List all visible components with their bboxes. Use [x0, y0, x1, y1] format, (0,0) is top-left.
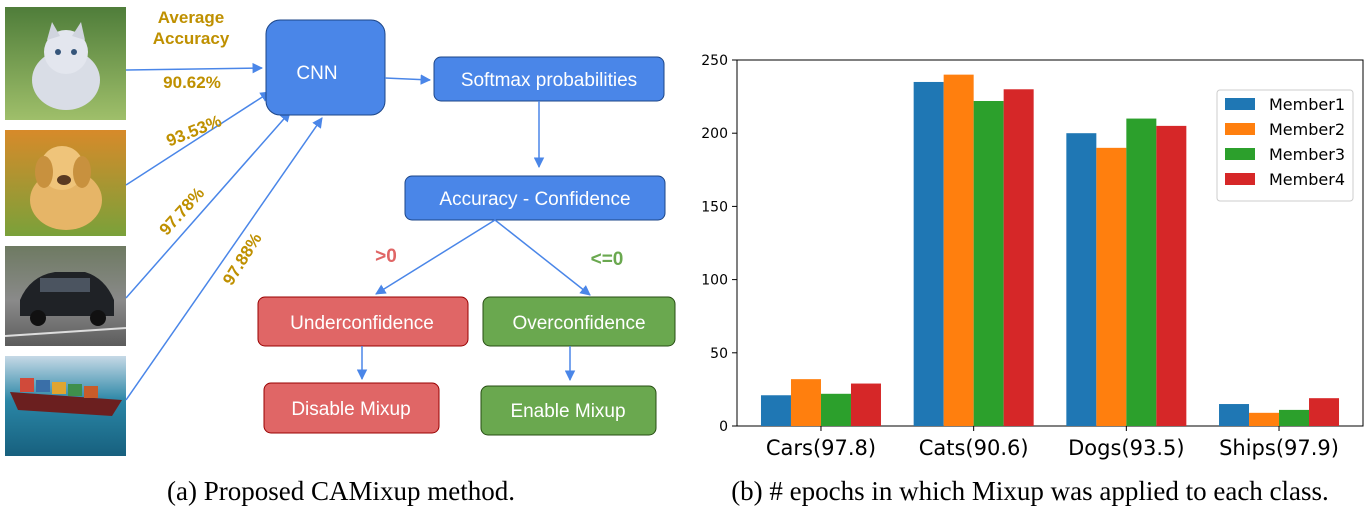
ship-image: [5, 356, 126, 456]
underconfidence-node: Underconfidence: [257, 296, 469, 347]
plot-frame: [736, 59, 1364, 427]
cnn-label: CNN: [296, 63, 337, 84]
underconfidence-label: Underconfidence: [290, 313, 434, 334]
legend-swatch: [1225, 98, 1255, 110]
y-tick-label: 50: [710, 346, 728, 362]
branch-negative-label: <=0: [591, 249, 624, 270]
legend-swatch: [1225, 148, 1255, 160]
y-tick-label: 0: [719, 419, 728, 435]
disable-mixup-label: Disable Mixup: [291, 399, 410, 420]
caption-b: (b) # epochs in which Mixup was applied …: [731, 476, 1329, 506]
legend-swatch: [1225, 123, 1255, 135]
bar-member1-1: [913, 81, 944, 427]
overconfidence-node: Overconfidence: [482, 296, 676, 347]
bar-member4-0: [850, 383, 881, 426]
accuracy-ship: 97.88%: [219, 230, 266, 289]
accuracy-confidence-label: Accuracy - Confidence: [439, 189, 630, 210]
enable-mixup-label: Enable Mixup: [510, 401, 625, 422]
accuracy-puppy: 93.53%: [164, 111, 225, 150]
bar-member1-2: [1066, 133, 1097, 426]
softmax-label: Softmax probabilities: [461, 70, 637, 91]
caption-a: (a) Proposed CAMixup method.: [167, 476, 515, 506]
legend-label: Member1: [1269, 95, 1345, 114]
legend: Member1 Member2 Member3 Member4: [1216, 89, 1354, 202]
y-tick-label: 250: [701, 53, 728, 69]
accuracy-car: 97.78%: [156, 184, 209, 240]
bar-member2-0: [790, 379, 821, 426]
overconfidence-label: Overconfidence: [512, 313, 645, 334]
x-axis: Cars(97.8) Cats(90.6) Dogs(93.5) Ships(97.9…: [766, 426, 1339, 460]
legend-label: Member4: [1269, 170, 1345, 189]
softmax-node: Softmax probabilities: [433, 56, 665, 102]
average-accuracy-label: Average Accuracy: [153, 8, 230, 48]
accuracy-confidence-node: Accuracy - Confidence: [404, 175, 666, 221]
diagram: Average Accuracy 90.62% 93.53% 97.78% 97.…: [4, 7, 676, 506]
legend-swatch: [1225, 173, 1255, 185]
x-tick-label: Ships(97.9): [1219, 436, 1339, 460]
bar-member3-1: [973, 100, 1004, 426]
y-tick-label: 100: [701, 273, 728, 289]
bar-member1-3: [1219, 404, 1250, 426]
x-tick-label: Dogs(93.5): [1068, 436, 1184, 460]
bar-member2-1: [943, 74, 974, 426]
x-tick-label: Cats(90.6): [919, 436, 1029, 460]
bars: [760, 74, 1340, 427]
legend-label: Member3: [1269, 145, 1345, 164]
bar-member4-2: [1156, 125, 1187, 426]
disable-mixup-node: Disable Mixup: [263, 382, 440, 434]
kitten-image: [5, 7, 126, 120]
bar-member2-2: [1096, 147, 1127, 426]
bar-chart: 0 50 100 150 200 250 Cars(97.8) Cats(90.6) Dogs…: [701, 53, 1364, 506]
bar-member2-3: [1249, 412, 1280, 426]
cnn-node: CNN: [265, 19, 386, 116]
enable-mixup-node: Enable Mixup: [480, 385, 657, 436]
x-tick-label: Cars(97.8): [766, 436, 876, 460]
branch-positive-label: >0: [375, 246, 397, 267]
bar-member3-2: [1126, 118, 1157, 426]
puppy-image: [5, 130, 126, 236]
legend-label: Member2: [1269, 120, 1345, 139]
bar-member4-1: [1003, 89, 1034, 426]
bar-member3-3: [1279, 409, 1310, 426]
y-tick-label: 150: [701, 199, 728, 215]
y-tick-label: 200: [701, 126, 728, 142]
accuracy-kitten: 90.62%: [163, 73, 221, 92]
bar-member1-0: [760, 395, 791, 426]
bar-member3-0: [820, 393, 851, 426]
y-axis: 0 50 100 150 200 250: [701, 53, 737, 435]
car-image: [4, 246, 127, 346]
bar-member4-3: [1309, 398, 1340, 426]
